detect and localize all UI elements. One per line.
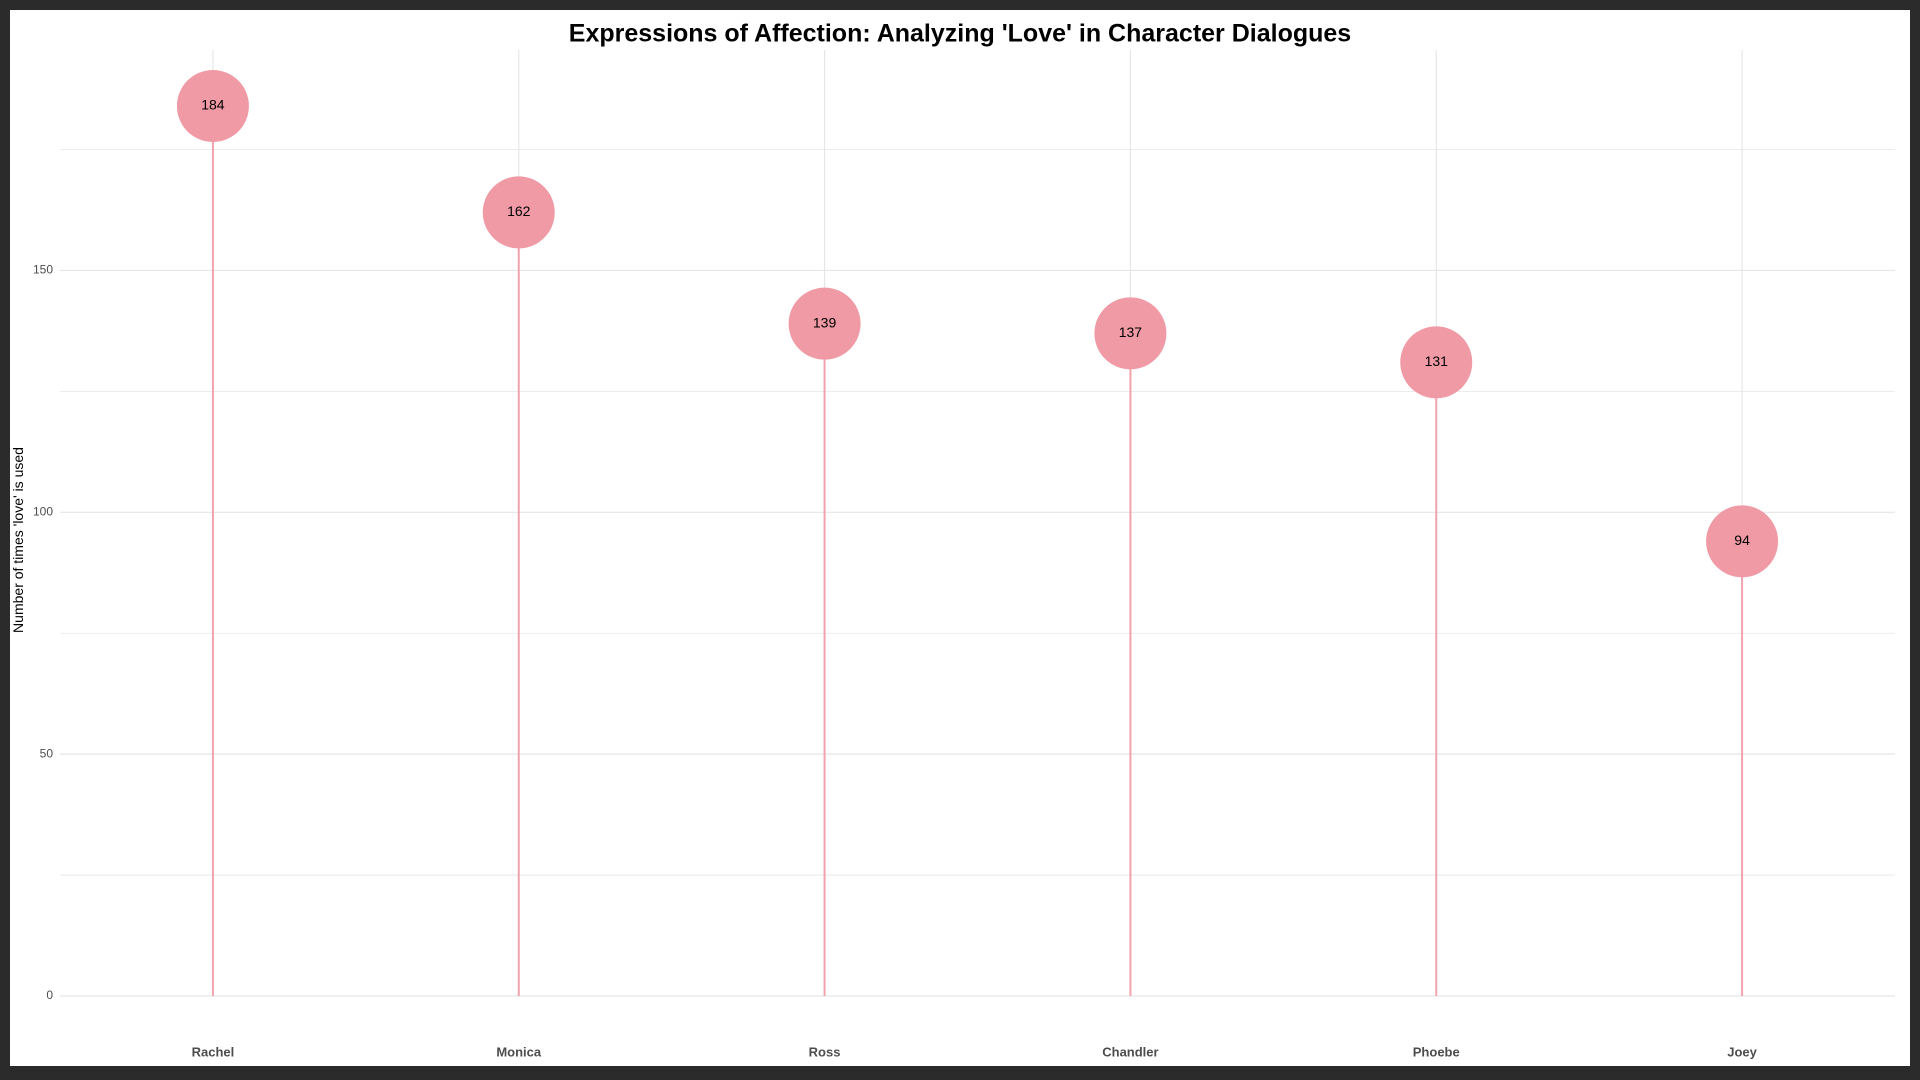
grid-lines [60,50,1895,997]
y-tick-label: 50 [40,746,54,760]
lollipop-point [482,176,555,249]
lollipop-point [1094,297,1167,370]
data-label: 94 [1734,532,1750,548]
x-tick-label: Chandler [1102,1044,1158,1059]
y-tick-label: 100 [33,504,53,518]
lollipop-marks: 184 162 139 137 131 94 [176,70,1779,996]
chart-frame: 0 50 100 150 Rachel Monica Ross Chandler Phoebe… [10,10,1910,1066]
x-tick-label: Joey [1727,1044,1757,1059]
lollipop-chart: 0 50 100 150 Rachel Monica Ross Chandler Phoebe… [10,20,1895,1059]
y-tick-label: 0 [46,988,53,1002]
data-label: 137 [1119,324,1143,340]
x-tick-label: Phoebe [1413,1044,1460,1059]
y-axis-label: Number of times 'love' is used [10,447,26,633]
y-tick-label: 150 [33,263,53,277]
data-label: 131 [1425,353,1449,369]
data-label: 139 [813,314,837,330]
data-label: 184 [201,97,225,113]
x-tick-label: Monica [496,1044,542,1059]
x-tick-label: Ross [809,1044,841,1059]
y-axis-ticks: 0 50 100 150 [33,263,53,1003]
x-axis-ticks: Rachel Monica Ross Chandler Phoebe Joey [192,1044,1758,1059]
lollipop-point [788,287,861,360]
lollipop-point [176,70,249,142]
data-label: 162 [507,203,531,219]
lollipop-point [1706,505,1779,578]
chart-title: Expressions of Affection: Analyzing 'Lov… [569,20,1351,48]
lollipop-point [1400,326,1473,399]
x-tick-label: Rachel [192,1044,235,1059]
